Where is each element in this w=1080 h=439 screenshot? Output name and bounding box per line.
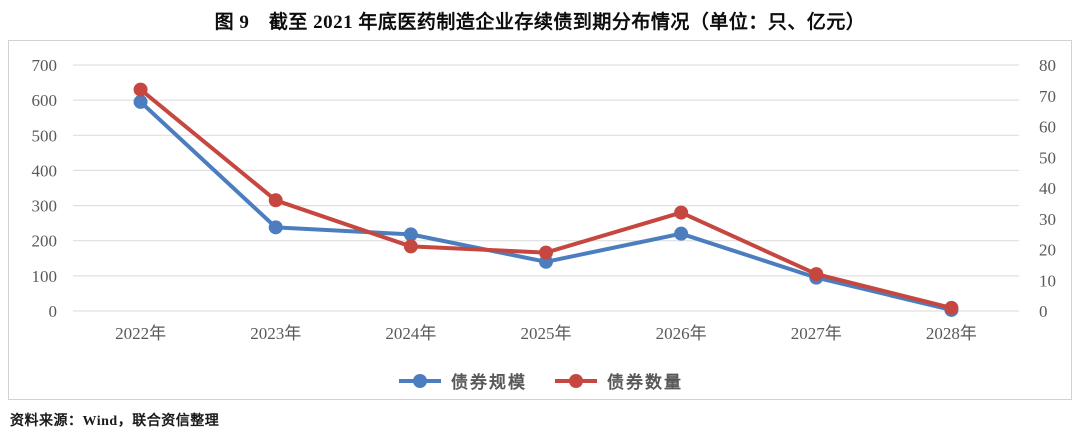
legend-label: 债券规模 bbox=[451, 373, 527, 392]
svg-text:10: 10 bbox=[1039, 271, 1056, 290]
line-chart-plot: 0 100 200 300 400 500 600 700 0 10 20 30 40 50 60 70 80 2… bbox=[32, 56, 1057, 343]
svg-text:2028年: 2028年 bbox=[926, 324, 977, 343]
svg-text:2023年: 2023年 bbox=[250, 324, 301, 343]
svg-text:2025年: 2025年 bbox=[521, 324, 572, 343]
svg-text:0: 0 bbox=[1039, 302, 1048, 321]
svg-text:2022年: 2022年 bbox=[115, 324, 166, 343]
svg-text:0: 0 bbox=[49, 302, 58, 321]
chart-title: 图 9 截至 2021 年底医药制造企业存续债到期分布情况（单位：只、亿元） bbox=[214, 12, 866, 33]
chart-legend: 债券规模 债券数量 bbox=[9, 368, 1071, 393]
svg-text:2024年: 2024年 bbox=[385, 324, 436, 343]
svg-text:60: 60 bbox=[1039, 118, 1056, 137]
svg-text:20: 20 bbox=[1039, 241, 1056, 260]
svg-text:600: 600 bbox=[32, 91, 58, 110]
svg-text:2027年: 2027年 bbox=[791, 324, 842, 343]
legend-item-bond-scale: 债券规模 bbox=[397, 368, 527, 393]
svg-text:300: 300 bbox=[32, 197, 58, 216]
svg-text:70: 70 bbox=[1039, 87, 1056, 106]
legend-label: 债券数量 bbox=[607, 373, 683, 392]
svg-text:400: 400 bbox=[32, 161, 58, 180]
legend-item-bond-count: 债券数量 bbox=[553, 368, 683, 393]
svg-text:100: 100 bbox=[32, 267, 58, 286]
svg-text:500: 500 bbox=[32, 126, 58, 145]
svg-text:30: 30 bbox=[1039, 210, 1056, 229]
source-note: 资料来源：Wind，联合资信整理 bbox=[10, 414, 220, 429]
svg-text:2026年: 2026年 bbox=[656, 324, 707, 343]
legend-marker-line-dot-icon bbox=[555, 373, 597, 388]
svg-text:50: 50 bbox=[1039, 148, 1056, 167]
legend-marker-line-dot-icon bbox=[399, 373, 441, 388]
svg-text:40: 40 bbox=[1039, 179, 1056, 198]
chart-area: 0 100 200 300 400 500 600 700 0 10 20 30 40 50 60 70 80 2… bbox=[8, 40, 1072, 400]
svg-text:80: 80 bbox=[1039, 56, 1056, 75]
svg-text:200: 200 bbox=[32, 232, 58, 251]
svg-text:700: 700 bbox=[32, 56, 58, 75]
